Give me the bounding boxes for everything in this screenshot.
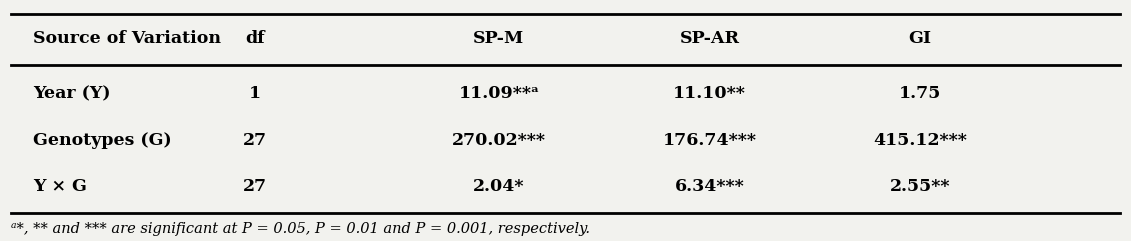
Text: Source of Variation: Source of Variation [34,30,222,47]
Text: ᵃ*, ** and *** are significant at P = 0.05, P = 0.01 and P = 0.001, respectively: ᵃ*, ** and *** are significant at P = 0.… [11,222,590,236]
Text: 270.02***: 270.02*** [452,132,546,149]
Text: SP-AR: SP-AR [680,30,740,47]
Text: GI: GI [908,30,932,47]
Text: df: df [245,30,265,47]
Text: 6.34***: 6.34*** [675,178,744,195]
Text: 2.04*: 2.04* [473,178,525,195]
Text: 11.10**: 11.10** [673,85,746,102]
Text: Genotypes (G): Genotypes (G) [34,132,172,149]
Text: 27: 27 [243,178,267,195]
Text: 415.12***: 415.12*** [873,132,967,149]
Text: 27: 27 [243,132,267,149]
Text: SP-M: SP-M [474,30,525,47]
Text: Y × G: Y × G [34,178,87,195]
Text: 11.09**ᵃ: 11.09**ᵃ [458,85,539,102]
Text: 1.75: 1.75 [899,85,941,102]
Text: Year (Y): Year (Y) [34,85,111,102]
Text: 2.55**: 2.55** [890,178,950,195]
Text: 1: 1 [249,85,261,102]
Text: 176.74***: 176.74*** [663,132,757,149]
